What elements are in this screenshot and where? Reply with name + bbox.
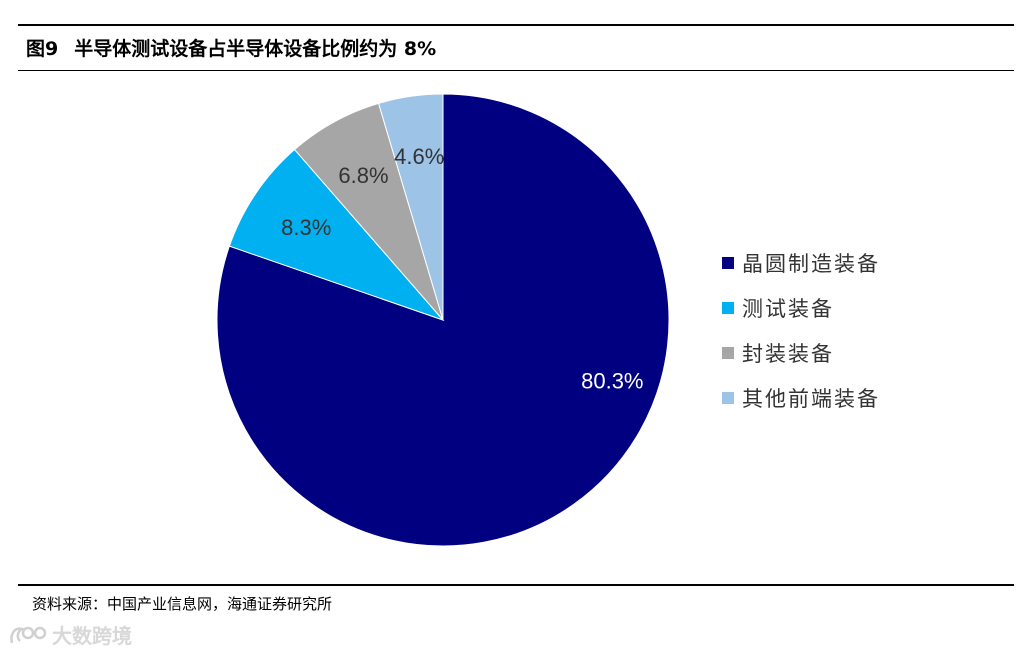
pie-slice-wafer-manufacturing [216,93,670,547]
top-rule [18,24,1014,26]
legend-item-wafer-manufacturing: 晶圆制造装备 [722,240,880,285]
legend-label-wafer-manufacturing: 晶圆制造装备 [742,251,880,276]
title-rule [18,70,1014,71]
data-label-testing: 8.3% [281,215,331,240]
legend-label-packaging: 封装装备 [742,341,834,366]
pie-labels: 80.3% 8.3% 6.8%4.6% [281,144,643,393]
pie-slice-testing [228,148,445,322]
legend-item-testing: 测试装备 [722,285,880,330]
data-label-other-frontend: 4.6% [394,144,444,169]
watermark: 大数跨境 [8,620,132,649]
legend-swatch-other-frontend [722,391,734,404]
source-note: 资料来源：中国产业信息网，海通证券研究所 [32,595,333,613]
pie-slice-other-frontend [377,93,444,321]
chart-legend: 晶圆制造装备 测试装备 封装装备 其他前端装备 [722,240,880,420]
legend-swatch-testing [722,301,734,314]
watermark-logo-icon [10,626,47,643]
figure-title-text: 半导体测试设备占半导体设备比例约为 8% [74,38,437,60]
data-label-wafer-manufacturing: 80.3% [581,369,643,394]
legend-item-other-frontend: 其他前端装备 [722,375,880,420]
legend-label-testing: 测试装备 [742,296,834,321]
legend-swatch-packaging [722,346,734,359]
data-label-packaging: 6.8% [338,163,388,188]
watermark-text: 大数跨境 [52,624,132,648]
bottom-rule [18,584,1014,586]
legend-label-other-frontend: 其他前端装备 [742,386,880,411]
figure-number: 图9 [26,38,59,60]
pie-slices [216,93,670,547]
legend-swatch-wafer-manufacturing [722,256,734,269]
legend-item-packaging: 封装装备 [722,330,880,375]
figure-title: 图9 半导体测试设备占半导体设备比例约为 8% [26,34,436,61]
